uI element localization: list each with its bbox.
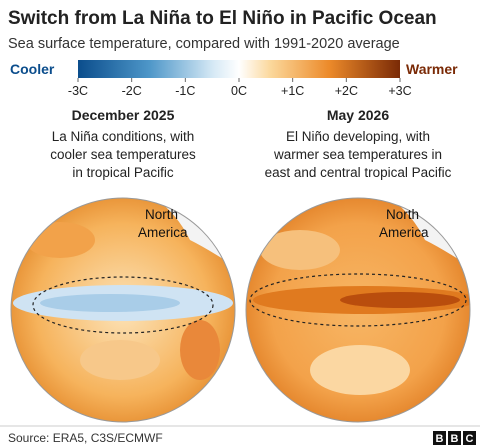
tick-label: +2C — [335, 84, 358, 98]
panel-description: cooler sea temperatures — [50, 147, 196, 162]
logo-letter: B — [451, 433, 459, 445]
logo-box — [463, 431, 476, 445]
tick-label: +1C — [281, 84, 304, 98]
logo-box — [448, 431, 461, 445]
color-scale — [78, 60, 400, 78]
tick-label: +3C — [388, 84, 411, 98]
region-label: North — [145, 207, 178, 222]
panel-description: in tropical Pacific — [72, 165, 174, 180]
cooler-box — [8, 60, 78, 78]
tick-label: -1C — [175, 84, 195, 98]
logo-box — [433, 431, 446, 445]
globe-left — [11, 198, 235, 422]
panel-title: December 2025 — [72, 107, 175, 123]
title: Switch from La Niña to El Niño in Pacifi… — [8, 8, 437, 29]
region-label: America — [138, 225, 188, 240]
tick-label: -2C — [122, 84, 142, 98]
region-label: North — [386, 207, 419, 222]
globe-outline — [10, 197, 236, 423]
logo-letter: C — [466, 433, 474, 445]
logo-letter: B — [436, 433, 444, 445]
descriptions: La Niña conditions, with cooler sea tempe… — [50, 129, 451, 180]
panel-description: east and central tropical Pacific — [265, 165, 452, 180]
globe-outline — [245, 197, 471, 423]
warmer-label: Warmer — [406, 61, 458, 77]
globe-right — [246, 198, 470, 422]
cooler-label: Cooler — [10, 61, 55, 77]
panel-title: May 2026 — [327, 107, 389, 123]
panel-description: El Niño developing, with — [286, 129, 430, 144]
tick-label: 0C — [231, 84, 247, 98]
panel-description: La Niña conditions, with — [52, 129, 195, 144]
panel-description: warmer sea temperatures in — [273, 147, 442, 162]
tick-label: -3C — [68, 84, 88, 98]
subtitle: Sea surface temperature, compared with 1… — [8, 36, 400, 52]
scale-ticks: -3C -2C -1C 0C +1C +2C +3C — [68, 78, 412, 98]
source: Source: ERA5, C3S/ECMWF — [8, 431, 163, 445]
region-label: America — [379, 225, 429, 240]
